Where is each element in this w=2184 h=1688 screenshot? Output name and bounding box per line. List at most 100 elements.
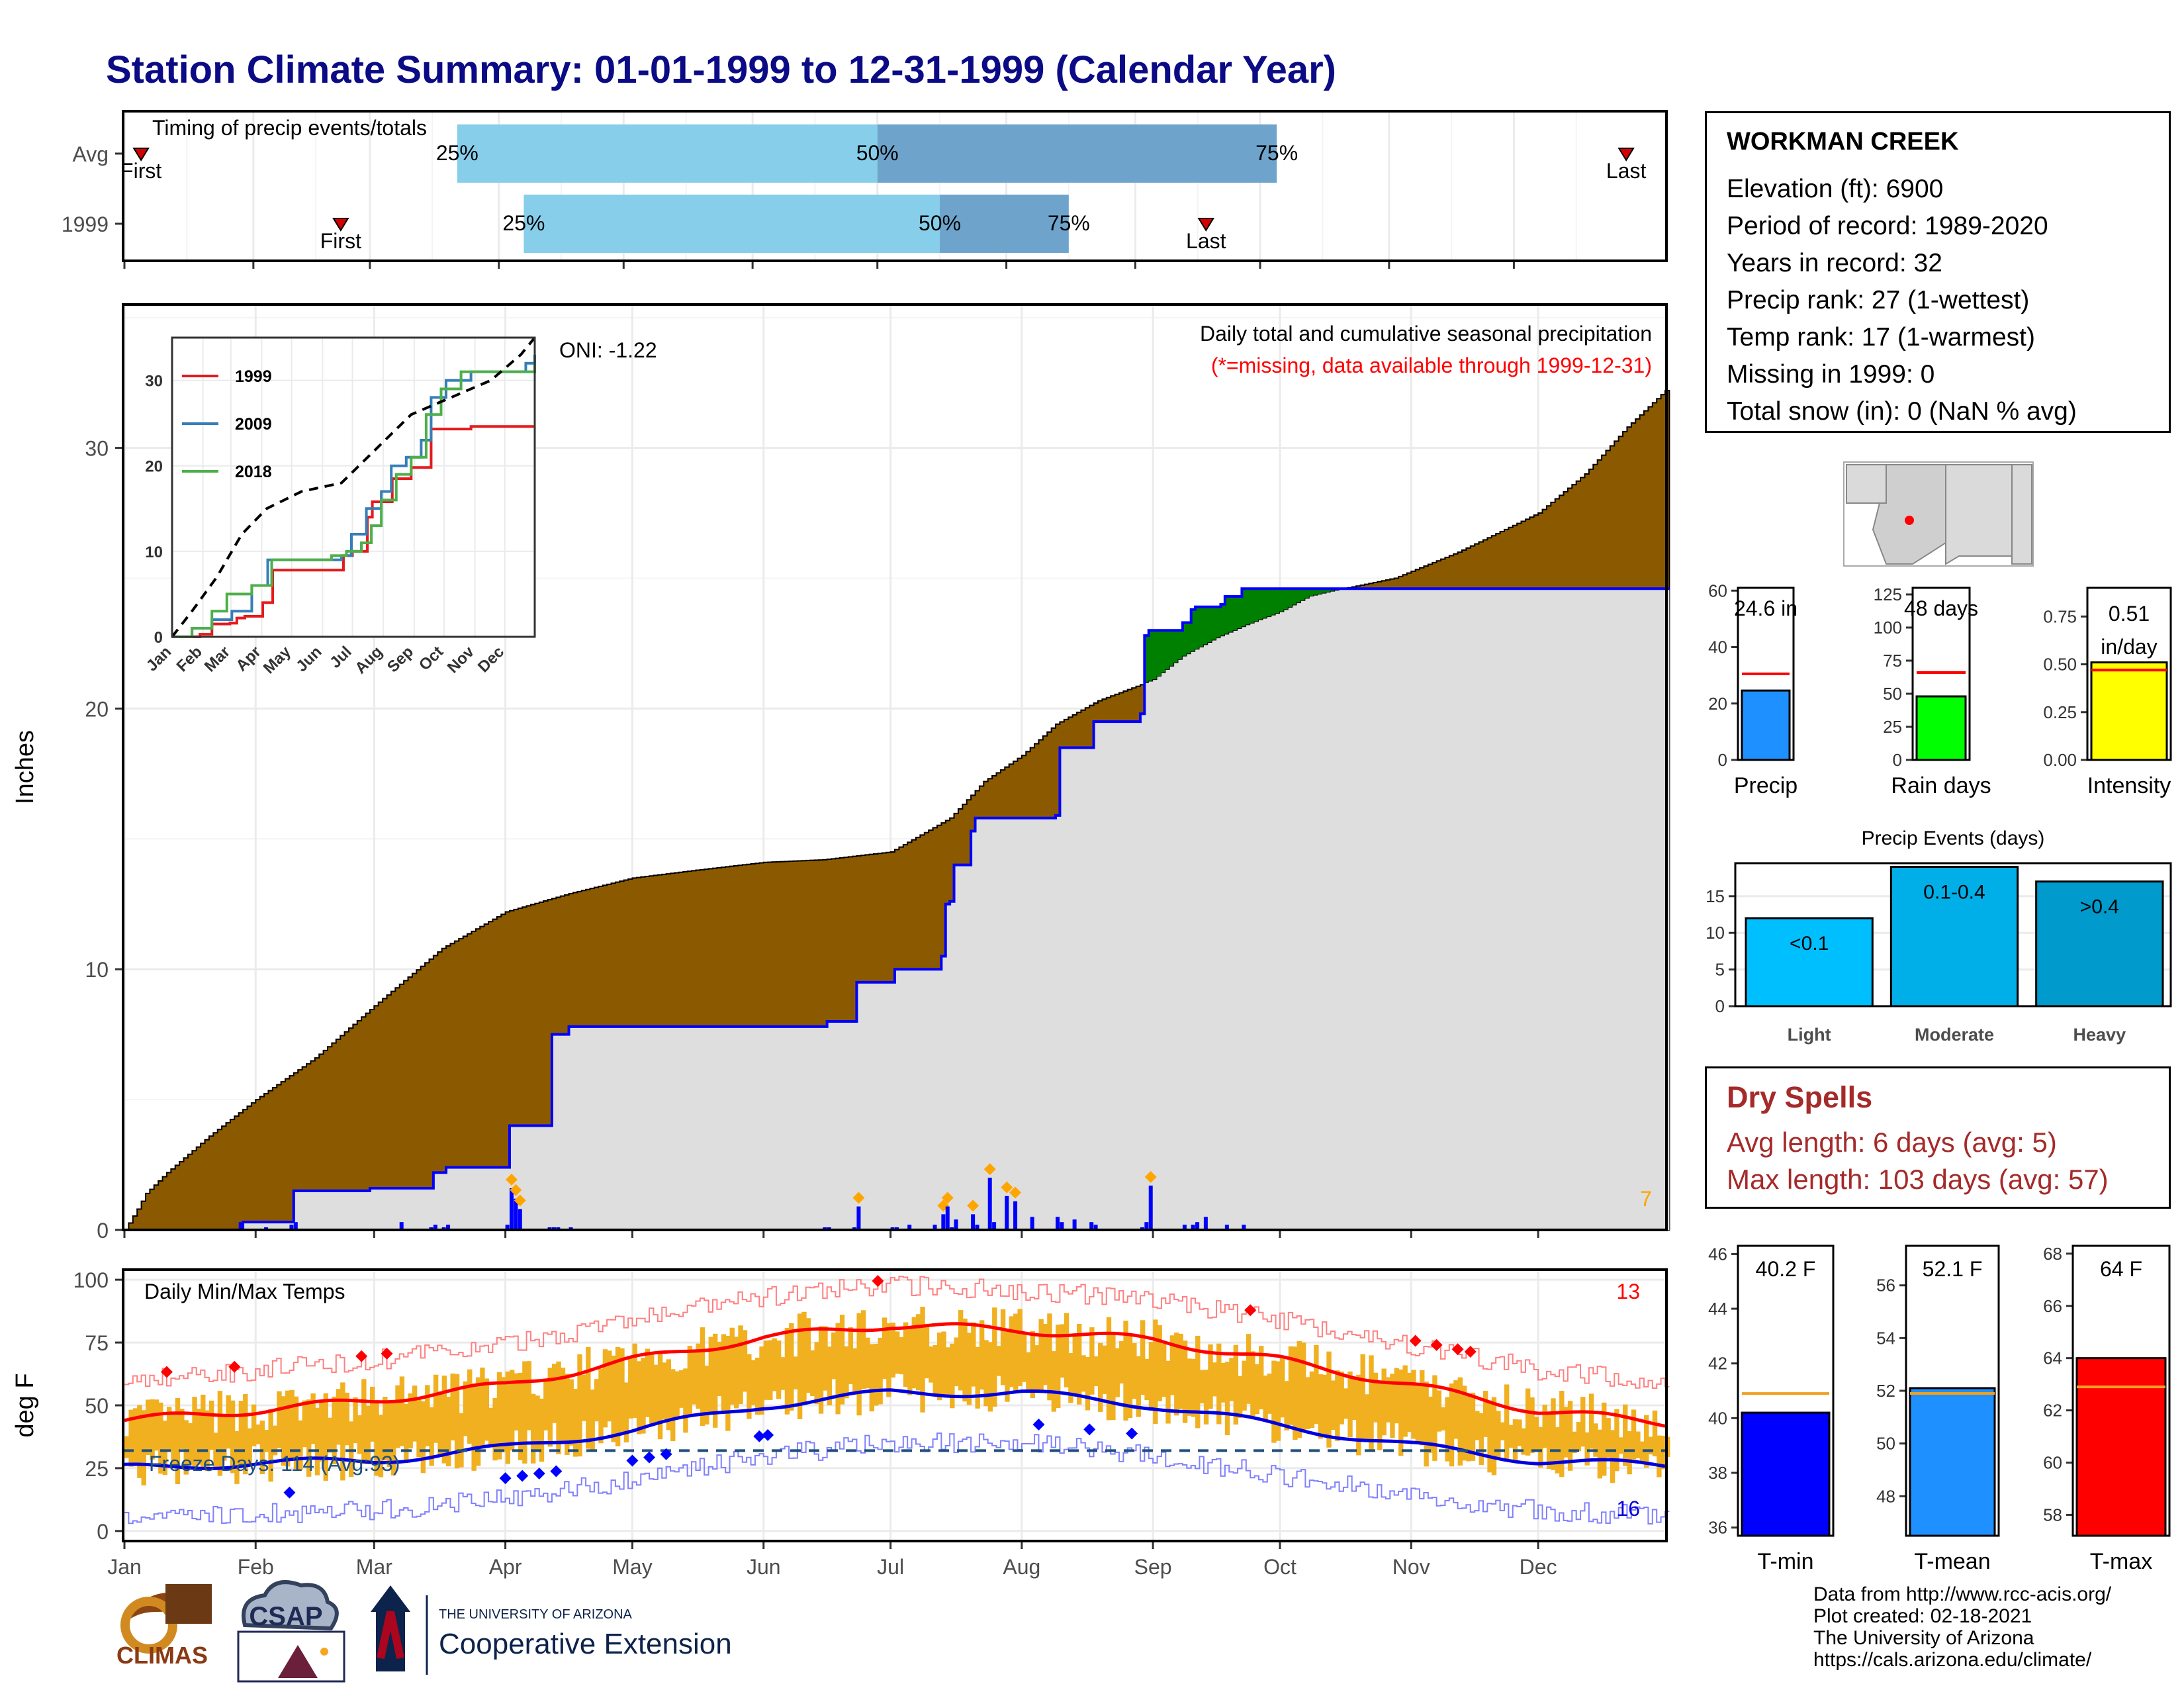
inset-y-tick-label: 30 [145,373,163,391]
events-y-tick-label: 15 [1706,886,1725,906]
temp-daily-bar [975,1346,980,1409]
temp-daily-bar [1504,1384,1510,1461]
temp-daily-bar [556,1361,561,1454]
temp-daily-bar [772,1338,777,1391]
inset-line-1999 [172,425,535,638]
month-tick-label: Apr [489,1555,522,1579]
temp-daily-bar [814,1342,819,1405]
temp-daily-bar [751,1360,756,1405]
month-tick-label: Nov [1392,1555,1430,1579]
temp-daily-bar [924,1324,930,1379]
temp-daily-bar [332,1396,337,1465]
temp-daily-bar [361,1379,367,1464]
events-bar-label-2: >0.4 [2080,896,2119,918]
temp-record-low-marker [1032,1419,1045,1431]
inset-y-tick-label: 10 [145,543,163,561]
temp-count-low: 16 [1616,1497,1640,1521]
info-temp-rank: Temp rank: 17 (1-warmest) [1727,323,2035,352]
temp-record-low-marker [516,1470,529,1482]
temp-daily-bar [314,1407,320,1476]
temp-daily-bar [577,1354,582,1457]
temp-daily-bar [1508,1425,1514,1448]
locator-map-state [1846,464,1887,504]
temp-record-low-marker [643,1451,656,1464]
temp-daily-bar [983,1340,989,1407]
temp-daily-bar [1610,1430,1615,1483]
temp-daily-bar [340,1382,345,1481]
tbar-y-tick-label: 58 [2043,1505,2062,1524]
temp-daily-bar [179,1409,185,1449]
temp-record-low-marker [753,1430,766,1442]
timing-row-label-1: 1999 [62,212,109,236]
info-period: Period of record: 1989-2020 [1727,212,2048,240]
temp-daily-bar [459,1413,464,1468]
temp-daily-bar [1242,1360,1247,1411]
temp-daily-bar [171,1414,176,1466]
temp-daily-bar [1174,1333,1179,1416]
precip-daily-bar [987,1178,992,1230]
temp-daily-bar [1089,1327,1095,1395]
timing-border [122,110,1668,262]
temp-avg-min-line [124,1388,1666,1470]
temp-record-high-marker [1430,1338,1443,1351]
temp-daily-bar [1009,1316,1015,1387]
precip-daily-bar [945,1206,950,1230]
temp-daily-bar [844,1346,849,1399]
locator-map-state [1945,464,2013,565]
temp-daily-bar [323,1393,328,1481]
mini-bar-1 [1915,695,1967,761]
temp-daily-bar [1512,1419,1518,1460]
temp-daily-bar [1060,1324,1065,1378]
temp-daily-bar [895,1331,900,1374]
temp-daily-bar [1351,1376,1357,1421]
temp-daily-bar [1559,1391,1565,1477]
temp-daily-bar [1246,1334,1251,1404]
temp-daily-bar [1390,1374,1395,1438]
temp-daily-bar [505,1371,510,1464]
credits: Data from http://www.rcc-acis.org/ Plot … [1813,1583,2111,1671]
temp-daily-bar [1364,1394,1370,1441]
temp-daily-bar [277,1391,282,1448]
mini-panel-border-2 [2086,586,2172,761]
temp-daily-bar [1542,1405,1547,1448]
temp-daily-bar [903,1322,909,1387]
temp-daily-bar [1398,1369,1404,1456]
timing-first-marker-0 [132,148,150,162]
month-tick-label: Oct [1263,1555,1297,1579]
temp-daily-bar [1572,1431,1577,1453]
temp-daily-bar [754,1358,760,1415]
month-tick-label: Dec [1520,1555,1557,1579]
temp-daily-bar [915,1314,921,1391]
temp-daily-bar [530,1393,536,1464]
temp-daily-bar [1038,1319,1044,1392]
timing-p75-label-0: 75% [1255,141,1298,165]
temp-daily-bar [645,1348,651,1417]
precip-observed-line [124,587,1670,1231]
temp-daily-bar [272,1425,278,1456]
temp-daily-bar [1144,1358,1150,1401]
temp-daily-bar [522,1361,527,1464]
temp-daily-bar [602,1349,608,1428]
temp-daily-bar [759,1346,764,1415]
temp-daily-bar [1420,1370,1425,1446]
tbar-y-tick-label: 68 [2043,1244,2062,1264]
temp-daily-bar [987,1342,993,1412]
temp-daily-bar [966,1333,972,1405]
mini-y-tick-label: 0.00 [2043,750,2077,770]
mini-y-tick-label: 0.25 [2043,702,2077,722]
temp-daily-bar [1030,1331,1036,1399]
temp-daily-bar [793,1356,798,1389]
mini-value-unit-2: in/day [2101,635,2157,659]
mini-y-tick-label: 75 [1883,651,1902,671]
temp-daily-bar [484,1378,490,1441]
temp-daily-bar [289,1389,295,1460]
temp-daily-bar [572,1388,578,1457]
temp-daily-bar [551,1364,557,1423]
events-title: Precip Events (days) [1862,827,2045,849]
precip-daily-bar [1195,1222,1200,1230]
temp-record-low-marker [533,1468,545,1480]
temp-daily-bar [1457,1377,1463,1466]
temp-daily-bar [1580,1397,1586,1447]
temp-daily-bar [1593,1423,1598,1457]
temp-border [122,1268,1668,1542]
